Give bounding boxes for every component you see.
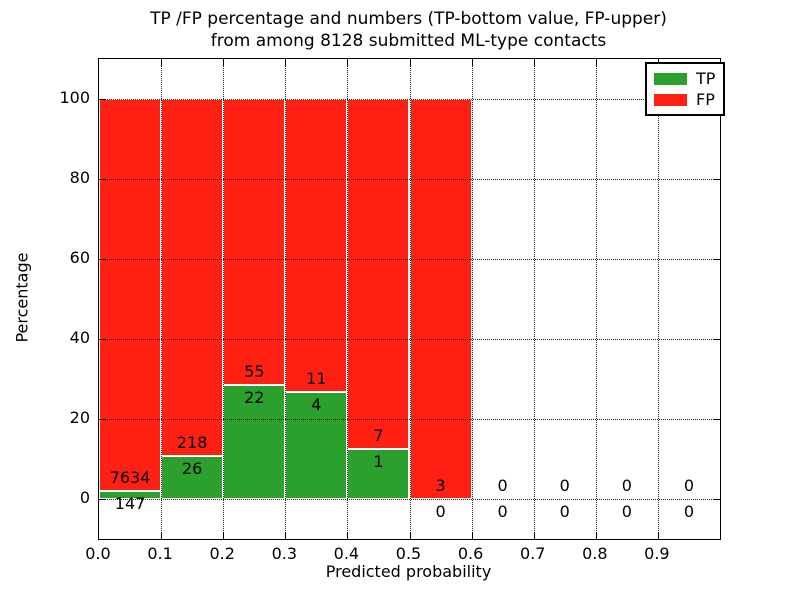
- y-tick-label-100: 100: [59, 88, 90, 107]
- chart-title-line-2: from among 8128 submitted ML-type contac…: [210, 31, 607, 51]
- x-tick-top-3: [285, 59, 287, 66]
- v-gridline-0.9: [657, 59, 659, 539]
- x-tick-top-8: [595, 59, 597, 66]
- fp-count-label-0.6-0.7: 0: [497, 476, 508, 495]
- bar-segment-fp-0.1-0.2: [161, 99, 224, 457]
- y-tick-left-100: [99, 99, 106, 100]
- y-tick-right-60: [713, 259, 720, 260]
- bar-segment-tp-0.3-0.4: [285, 392, 348, 499]
- v-gridline-0.6: [471, 59, 473, 539]
- x-tick-top-2: [223, 59, 225, 66]
- x-tick-label-0.4: 0.4: [333, 544, 360, 563]
- legend: TP FP: [645, 62, 726, 116]
- chart-title-line-1: TP /FP percentage and numbers (TP-bottom…: [150, 9, 667, 29]
- y-tick-right-0: [713, 499, 720, 500]
- y-tick-right-40: [713, 339, 720, 340]
- x-tick-bottom-3: [285, 532, 287, 539]
- x-tick-top-6: [471, 59, 473, 66]
- y-tick-right-80: [713, 179, 720, 180]
- x-tick-bottom-1: [161, 532, 163, 539]
- tp-count-label-0.2-0.3: 22: [244, 387, 265, 407]
- y-tick-left-20: [99, 419, 106, 420]
- bar-segment-fp-0.2-0.3: [223, 99, 286, 385]
- x-tick-label-0.6: 0.6: [457, 544, 484, 563]
- x-tick-bottom-6: [471, 532, 473, 539]
- x-tick-bottom-2: [223, 532, 225, 539]
- x-tick-label-0.0: 0.0: [85, 544, 111, 563]
- fp-count-label-0.4-0.5: 7: [373, 426, 384, 445]
- x-tick-bottom-5: [409, 532, 411, 539]
- plot-area: 7634 147 218 26 55 22 11 4 7 1 3 0 0 0 0 0 0 0 0 0: [98, 58, 721, 540]
- x-tick-label-0.8: 0.8: [582, 544, 608, 563]
- v-gridline-0.1: [161, 59, 163, 539]
- fp-count-label-0.7-0.8: 0: [559, 476, 570, 495]
- tp-count-label-0.3-0.4: 4: [311, 395, 322, 415]
- legend-item-fp: FP: [654, 89, 715, 110]
- x-tick-bottom-7: [533, 532, 535, 539]
- x-tick-label-0.3: 0.3: [271, 544, 298, 563]
- fp-legend-swatch: [654, 93, 687, 106]
- bar-segment-tp-0.1-0.2: [161, 456, 224, 499]
- tp-count-label-0.0-0.1: 147: [114, 494, 146, 514]
- fp-legend-label: FP: [696, 90, 715, 109]
- y-tick-left-80: [99, 179, 106, 180]
- v-gridline-0.8: [595, 59, 597, 539]
- x-tick-label-0.5: 0.5: [395, 544, 422, 563]
- y-tick-label-20: 20: [69, 408, 90, 427]
- v-gridline-0.4: [347, 59, 349, 539]
- y-tick-left-0: [99, 499, 106, 500]
- fp-count-label-0.9-1.0: 0: [683, 476, 695, 495]
- x-tick-top-5: [409, 59, 411, 66]
- x-tick-label-0.7: 0.7: [519, 544, 546, 563]
- x-tick-label-0.2: 0.2: [209, 544, 235, 563]
- x-axis-label: Predicted probability: [325, 562, 492, 581]
- legend-item-tp: TP: [654, 68, 715, 89]
- fp-count-label-0.8-0.9: 0: [621, 476, 632, 495]
- tp-count-label-0.9-1.0: 0: [683, 502, 695, 521]
- tp-count-label-0.5-0.6: 0: [435, 502, 446, 521]
- bar-segment-fp-0.4-0.5: [347, 99, 410, 449]
- bar-segment-fp-0.3-0.4: [285, 99, 348, 393]
- bar-segment-tp-0.0-0.1: [99, 491, 162, 499]
- x-tick-label-0.1: 0.1: [147, 544, 173, 563]
- tp-count-label-0.4-0.5: 1: [373, 452, 384, 471]
- bar-segment-tp-0.4-0.5: [347, 449, 410, 499]
- x-tick-top-1: [161, 59, 163, 66]
- x-tick-bottom-8: [595, 532, 597, 539]
- v-gridline-0.5: [409, 59, 411, 539]
- x-tick-bottom-9: [657, 532, 659, 539]
- y-tick-right-20: [713, 419, 720, 420]
- y-tick-label-80: 80: [69, 168, 90, 187]
- y-axis-label: Percentage: [12, 252, 32, 343]
- fp-count-label-0.5-0.6: 3: [435, 476, 446, 495]
- bar-segment-fp-0.0-0.1: [99, 99, 162, 492]
- fp-count-label-0.1-0.2: 218: [176, 433, 208, 453]
- tp-legend-label: TP: [696, 69, 716, 88]
- bar-segment-fp-0.5-0.6: [409, 99, 472, 499]
- y-tick-left-40: [99, 339, 106, 340]
- tp-count-label-0.1-0.2: 26: [181, 459, 203, 479]
- y-tick-label-60: 60: [69, 248, 90, 267]
- tp-count-label-0.6-0.7: 0: [497, 502, 508, 521]
- v-gridline-0.2: [223, 59, 225, 539]
- x-tick-bottom-4: [347, 532, 349, 539]
- x-tick-top-7: [533, 59, 535, 66]
- v-gridline-0.3: [285, 59, 287, 539]
- y-tick-label-0: 0: [79, 488, 90, 507]
- fp-count-label-0.2-0.3: 55: [244, 361, 265, 381]
- tp-count-label-0.8-0.9: 0: [621, 502, 632, 521]
- fp-count-label-0.3-0.4: 11: [306, 369, 327, 389]
- tp-legend-swatch: [654, 72, 687, 85]
- fp-count-label-0.0-0.1: 7634: [109, 468, 151, 488]
- y-tick-label-40: 40: [69, 328, 90, 347]
- tp-count-label-0.7-0.8: 0: [559, 502, 570, 521]
- x-tick-label-0.9: 0.9: [644, 544, 670, 563]
- x-tick-top-4: [347, 59, 349, 66]
- y-tick-left-60: [99, 259, 106, 260]
- v-gridline-0.7: [533, 59, 535, 539]
